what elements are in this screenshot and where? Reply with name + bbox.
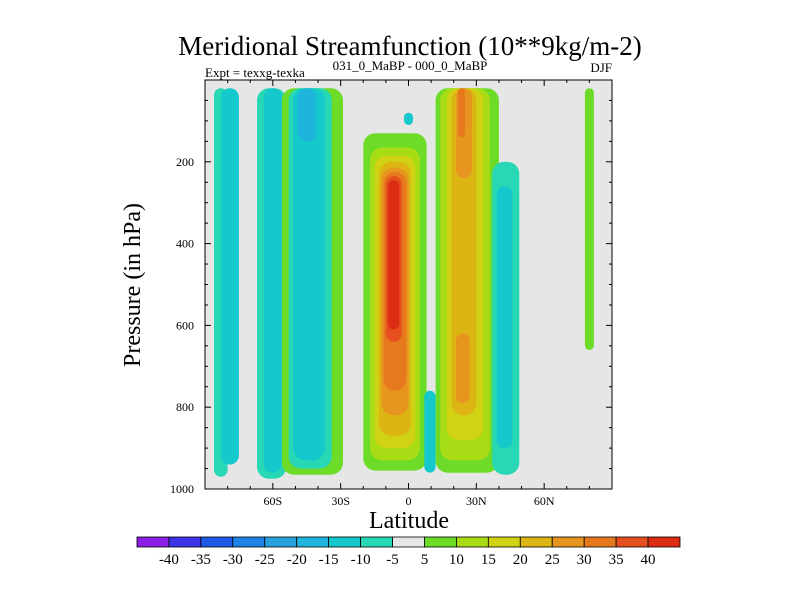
contour-band-16 xyxy=(388,180,400,330)
comparison-label: 031_0_MaBP - 000_0_MaBP xyxy=(333,58,488,73)
season-label: DJF xyxy=(590,60,612,75)
colorbar-label: 5 xyxy=(421,552,429,568)
colorbar-label: -10 xyxy=(351,552,371,568)
experiment-label: Expt = texxg-texka xyxy=(205,65,305,80)
colorbar-label: 25 xyxy=(545,552,560,568)
colorbar-swatch xyxy=(583,536,617,548)
colorbar-swatch xyxy=(551,536,585,548)
colorbar-label: -20 xyxy=(287,552,307,568)
colorbar-label: 30 xyxy=(577,552,592,568)
contour-band-8 xyxy=(404,112,413,125)
colorbar-label: 40 xyxy=(641,552,656,568)
contour-band-27 xyxy=(584,88,594,350)
colorbar-swatch xyxy=(487,536,521,548)
y-tick-label: 800 xyxy=(176,400,194,414)
y-tick-label: 1000 xyxy=(170,482,194,496)
contour-band-1 xyxy=(220,88,239,465)
contour-band-24 xyxy=(458,88,465,138)
colorbar-swatch xyxy=(328,536,361,548)
colorbar-swatch xyxy=(200,536,234,548)
colorbar-swatch xyxy=(360,536,393,548)
colorbar-label: -5 xyxy=(386,552,399,568)
colorbar-swatch xyxy=(456,536,489,548)
colorbar-label: 20 xyxy=(513,552,528,568)
contour-bands xyxy=(214,88,594,479)
colorbar-label: -15 xyxy=(319,552,339,568)
colorbar-label: -30 xyxy=(223,552,243,568)
colorbar-label: -35 xyxy=(191,552,211,568)
colorbar-swatch xyxy=(392,536,425,548)
colorbar-label: 15 xyxy=(481,552,496,568)
x-tick-label: 0 xyxy=(406,494,412,508)
colorbar-swatch xyxy=(615,536,649,548)
y-tick-label: 600 xyxy=(176,318,194,332)
colorbar-label: 35 xyxy=(609,552,624,568)
y-tick-label: 400 xyxy=(176,237,194,251)
colorbar-swatch xyxy=(647,536,681,548)
colorbar-swatch xyxy=(168,536,202,548)
contour-band-3 xyxy=(263,88,282,473)
x-tick-label: 60S xyxy=(263,494,282,508)
colorbar-label: 10 xyxy=(449,552,464,568)
x-tick-label: 30N xyxy=(466,494,487,508)
colorbar-swatch xyxy=(264,536,298,548)
colorbar-swatch xyxy=(296,536,330,548)
contour-band-26 xyxy=(496,186,513,449)
y-axis-label: Pressure (in hPa) xyxy=(120,203,146,367)
contour-band-17 xyxy=(424,390,436,473)
x-tick-label: 60N xyxy=(534,494,555,508)
colorbar-label: -40 xyxy=(159,552,179,568)
colorbar-swatch xyxy=(136,536,170,548)
x-axis-label: Latitude xyxy=(369,508,449,534)
plot-frame xyxy=(204,79,613,490)
colorbar: -40 -35 -30 -25 -20 -15 -10 -5 5 10 15 20 25 30 35 40 xyxy=(136,536,681,568)
x-tick-label: 30S xyxy=(331,494,350,508)
contour-band-7 xyxy=(297,88,316,142)
chart-title: Meridional Streamfunction (10**9kg/m-2) xyxy=(178,31,641,61)
y-tick-label: 200 xyxy=(176,155,194,169)
contour-band-6 xyxy=(293,88,325,461)
colorbar-swatch xyxy=(232,536,266,548)
colorbar-swatch xyxy=(519,536,553,548)
colorbar-swatch xyxy=(424,536,457,548)
colorbar-label: -25 xyxy=(255,552,275,568)
axis-ticks: 60S 30S 0 30N 60N 200 400 600 800 1000 xyxy=(170,79,613,508)
contour-band-23 xyxy=(456,333,470,404)
